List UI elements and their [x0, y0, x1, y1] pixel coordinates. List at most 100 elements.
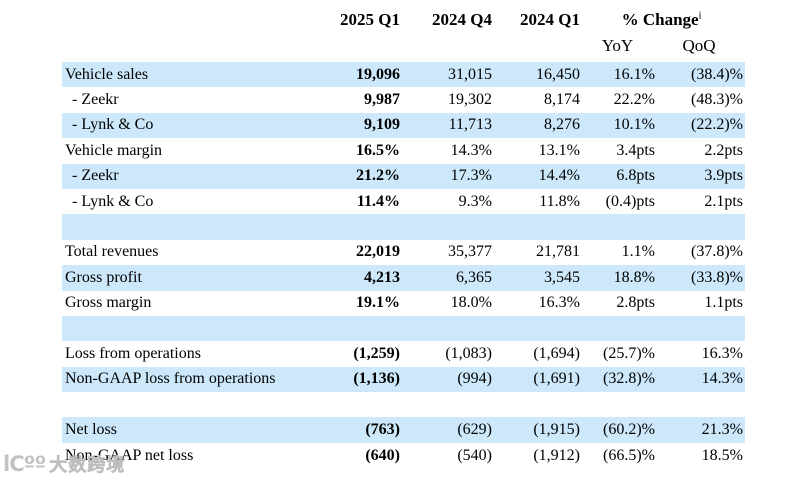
row-label: Loss from operations: [65, 344, 201, 362]
cell-qoq: 14.3%: [701, 370, 743, 388]
cell-qoq: 2.1pts: [704, 192, 743, 210]
header-label-spacer: [62, 10, 312, 30]
table-row: - Zeekr 21.2% 17.3% 14.4% 6.8pts 3.9pts: [62, 163, 745, 189]
table-row: Gross margin 19.1% 18.0% 16.3% 2.8pts 1.1pts: [62, 291, 745, 316]
cell-yoy: (66.5)%: [603, 446, 655, 464]
cell-2024-q1: 13.1%: [538, 141, 580, 159]
cell-yoy: (0.4)pts: [605, 192, 655, 210]
row-label: - Lynk & Co: [72, 192, 154, 210]
cell-2024-q4: 31,015: [448, 65, 492, 83]
table-row: Non-GAAP loss from operations (1,136) (994…: [62, 366, 745, 393]
cell-2025-q1: 9,987: [364, 91, 400, 109]
header-spacer-2: [312, 36, 400, 56]
cell-2024-q4: 18.0%: [450, 294, 492, 312]
footnote-marker: i: [698, 10, 702, 22]
row-label: - Zeekr: [72, 91, 119, 109]
row-label: Gross profit: [65, 268, 142, 286]
row-label: Net loss: [65, 421, 117, 439]
table-row: Total revenues 22,019 35,377 21,781 1.1% (37.…: [62, 240, 745, 265]
cell-2025-q1: 16.5%: [356, 141, 400, 159]
table-row: - Zeekr 9,987 19,302 8,174 22.2% (48.3)%: [62, 87, 745, 112]
table-row: - Lynk & Co 9,109 11,713 8,276 10.1% (22.2)%: [62, 112, 745, 139]
row-label: Gross margin: [65, 294, 152, 312]
cell-2025-q1: 21.2%: [356, 167, 400, 185]
cell-qoq: 1.1pts: [704, 294, 743, 312]
table-row: Net loss (763) (629) (1,915) (60.2)% 21.3%: [62, 417, 745, 443]
cell-qoq: (38.4)%: [691, 65, 743, 83]
cell-2025-q1: 19.1%: [356, 294, 400, 312]
table-header-row-quarters: 2025 Q1 2024 Q4 2024 Q1 % Changei: [62, 10, 745, 30]
cell-2025-q1: (763): [365, 421, 400, 439]
cell-yoy: 10.1%: [613, 116, 655, 134]
cell-yoy: 1.1%: [621, 243, 655, 261]
cell-2024-q1: (1,691): [533, 370, 580, 388]
cell-2024-q4: (540): [457, 446, 492, 464]
table-header-row-change: YoY QoQ: [62, 36, 745, 56]
cell-2024-q4: (1,083): [445, 344, 492, 362]
cell-2025-q1: 11.4%: [356, 192, 400, 210]
cell-qoq: (22.2)%: [691, 116, 743, 134]
table-row: Vehicle margin 16.5% 14.3% 13.1% 3.4pts 2.2pt…: [62, 138, 745, 163]
cell-yoy: 2.8pts: [616, 294, 655, 312]
cell-2025-q1: (640): [365, 446, 400, 464]
table-spacer-row: [62, 392, 745, 417]
cell-2025-q1: 9,109: [364, 116, 400, 134]
row-label: Non-GAAP net loss: [65, 446, 194, 464]
cell-2024-q1: (1,915): [533, 421, 580, 439]
cell-qoq: 18.5%: [701, 446, 743, 464]
table-row: - Lynk & Co 11.4% 9.3% 11.8% (0.4)pts 2.1pts: [62, 189, 745, 214]
cell-2024-q1: (1,912): [533, 446, 580, 464]
cell-2024-q4: 35,377: [448, 243, 492, 261]
header-2024-q4: 2024 Q4: [432, 10, 492, 29]
cell-2024-q1: 11.8%: [539, 192, 580, 210]
header-2024-q1: 2024 Q1: [520, 10, 580, 29]
cell-2024-q4: (994): [457, 370, 492, 388]
row-label: Vehicle margin: [65, 141, 163, 159]
cell-2024-q4: 19,302: [448, 91, 492, 109]
cell-qoq: 16.3%: [701, 344, 743, 362]
cell-qoq: 2.2pts: [704, 141, 743, 159]
table-row: Loss from operations (1,259) (1,083) (1,694…: [62, 341, 745, 366]
cell-2024-q4: 9.3%: [458, 192, 492, 210]
cell-yoy: 16.1%: [613, 65, 655, 83]
header-pct-change: % Changei: [580, 10, 743, 30]
cell-qoq: (33.8)%: [691, 268, 743, 286]
row-label: - Lynk & Co: [72, 116, 154, 134]
cell-qoq: (48.3)%: [691, 91, 743, 109]
table-spacer-row: [62, 315, 745, 342]
cell-yoy: 6.8pts: [616, 167, 655, 185]
table-row: Vehicle sales 19,096 31,015 16,450 16.1% (38.…: [62, 62, 745, 88]
cell-2024-q4: 14.3%: [450, 141, 492, 159]
header-qoq: QoQ: [682, 36, 716, 55]
row-label: Vehicle sales: [65, 65, 149, 83]
cell-2024-q1: 8,174: [544, 91, 580, 109]
cell-yoy: 22.2%: [613, 91, 655, 109]
cell-yoy: (60.2)%: [603, 421, 655, 439]
cell-2024-q4: (629): [457, 421, 492, 439]
cell-yoy: (32.8)%: [603, 370, 655, 388]
header-yoy: YoY: [601, 36, 634, 55]
cell-2024-q1: 16.3%: [538, 294, 580, 312]
cell-2024-q1: 21,781: [536, 243, 580, 261]
header-spacer-3: [400, 36, 492, 56]
cell-yoy: 18.8%: [613, 268, 655, 286]
table-header: 2025 Q1 2024 Q4 2024 Q1 % Changei YoY Qo…: [62, 0, 745, 62]
cell-2025-q1: 19,096: [356, 65, 400, 83]
cell-qoq: 3.9pts: [704, 167, 743, 185]
cell-2025-q1: (1,259): [353, 344, 400, 362]
cell-2025-q1: 22,019: [356, 243, 400, 261]
table-row: Non-GAAP net loss (640) (540) (1,912) (66.5)…: [62, 443, 745, 468]
header-spacer-1: [62, 36, 312, 56]
row-label: - Zeekr: [72, 167, 119, 185]
cell-2024-q1: 3,545: [544, 268, 580, 286]
watermark-logo-icon: lCºº: [3, 451, 46, 476]
cell-yoy: 3.4pts: [616, 141, 655, 159]
row-label: Total revenues: [65, 243, 159, 261]
cell-2024-q1: 14.4%: [538, 167, 580, 185]
cell-qoq: (37.8)%: [691, 243, 743, 261]
cell-2025-q1: 4,213: [364, 268, 400, 286]
financial-results-table: 2025 Q1 2024 Q4 2024 Q1 % Changei YoY Qo…: [62, 0, 745, 468]
header-spacer-4: [492, 36, 580, 56]
cell-2024-q1: (1,694): [533, 344, 580, 362]
